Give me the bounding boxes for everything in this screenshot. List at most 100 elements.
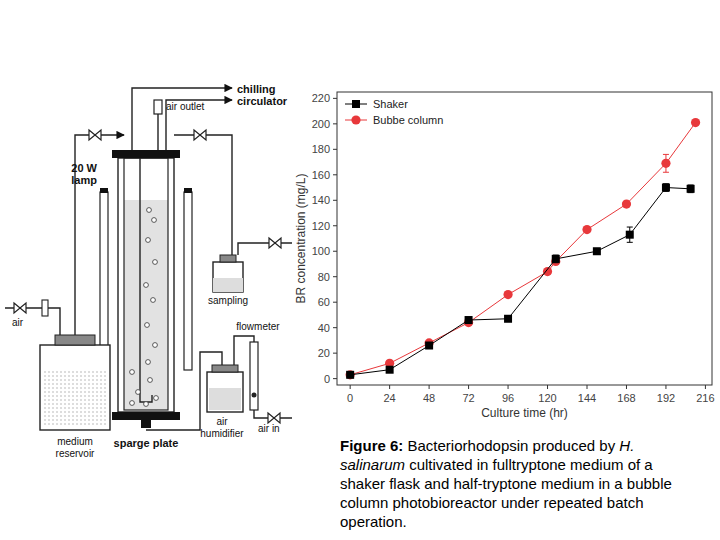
bubble	[148, 378, 153, 383]
error-bar	[627, 227, 633, 242]
column-jacket	[118, 158, 174, 412]
liquid-hatch	[44, 376, 106, 377]
caption-label: Figure 6:	[340, 437, 403, 454]
y-tick-label: 0	[324, 373, 330, 385]
diagram: chillingcirculatorair outlet20 Wlampsamp…	[5, 83, 292, 459]
x-tick-label: 0	[347, 392, 353, 404]
x-tick	[468, 385, 469, 389]
x-tick	[626, 385, 627, 389]
label: lamp	[71, 174, 97, 186]
point	[503, 290, 512, 299]
label: flowmeter	[236, 321, 280, 332]
air-filter	[42, 300, 48, 316]
liquid-hatch	[44, 400, 106, 401]
bubble	[144, 402, 149, 407]
column	[124, 158, 168, 410]
valve	[14, 303, 26, 313]
label: air outlet	[166, 101, 205, 112]
y-tick	[333, 149, 337, 150]
y-axis-title: BR concentration (mg/L)	[294, 173, 308, 303]
sparge-tube	[140, 158, 152, 402]
bubble	[130, 370, 135, 375]
y-tick-label: 220	[312, 92, 330, 104]
y-tick-label: 140	[312, 194, 330, 206]
x-tick	[705, 385, 706, 389]
liquid-hatch	[44, 380, 106, 381]
error-bar	[663, 184, 669, 192]
y-tick	[333, 174, 337, 175]
x-tick-label: 192	[657, 392, 675, 404]
caption-text: Bacteriorhodopsin produced by	[408, 437, 620, 454]
liquid-hatch	[44, 392, 106, 393]
bubble	[146, 360, 151, 365]
bottle-cap	[220, 255, 236, 262]
valve	[268, 413, 280, 423]
point	[691, 118, 700, 127]
valve	[194, 130, 206, 140]
bubble	[146, 238, 151, 243]
y-tick	[333, 251, 337, 252]
y-tick	[333, 353, 337, 354]
point	[425, 342, 433, 350]
y-tick-label: 160	[312, 169, 330, 181]
humidifier-liquid	[209, 388, 241, 410]
y-tick	[333, 327, 337, 328]
label: humidifier	[200, 428, 244, 439]
valve	[89, 130, 101, 140]
label: sparge plate	[114, 437, 179, 449]
plot-frame	[337, 92, 712, 385]
y-tick-label: 100	[312, 245, 330, 257]
point	[661, 159, 670, 168]
x-tick	[665, 385, 666, 389]
point	[662, 184, 670, 192]
lamp-cap	[184, 188, 192, 193]
bubble	[136, 390, 141, 395]
y-tick-label: 180	[312, 143, 330, 155]
bubble	[130, 401, 135, 406]
label: circulator	[237, 95, 288, 107]
error-bar	[688, 185, 694, 193]
point	[346, 370, 355, 379]
sampling-bottle	[213, 262, 243, 292]
flowmeter	[250, 342, 258, 410]
x-tick-label: 24	[384, 392, 396, 404]
humidifier-cap	[212, 365, 238, 372]
liquid	[124, 200, 168, 410]
y-tick	[333, 276, 337, 277]
series-line	[350, 188, 690, 375]
bubble	[144, 283, 149, 288]
y-tick-label: 80	[318, 271, 330, 283]
y-tick	[333, 200, 337, 201]
label: medium	[57, 436, 93, 447]
liquid-hatch	[44, 372, 106, 373]
liquid-hatch	[44, 420, 106, 421]
x-tick	[587, 385, 588, 389]
liquid-hatch	[44, 408, 106, 409]
point	[386, 366, 394, 374]
lamp-cap	[100, 188, 108, 193]
bubble	[145, 323, 150, 328]
series-line	[350, 123, 695, 375]
x-tick-label: 72	[462, 392, 474, 404]
liquid-hatch	[44, 388, 106, 389]
x-tick-label: 144	[578, 392, 596, 404]
legend-label: Bubbe column	[373, 114, 443, 126]
page: chillingcirculatorair outlet20 Wlampsamp…	[0, 0, 720, 540]
liquid-hatch	[44, 404, 106, 405]
x-tick-label: 120	[538, 392, 556, 404]
liquid-hatch	[44, 396, 106, 397]
point	[582, 225, 591, 234]
reservoir-cap	[55, 335, 95, 345]
bubble	[153, 260, 158, 265]
lamp	[184, 192, 192, 370]
y-tick	[333, 302, 337, 303]
point	[504, 315, 512, 323]
point	[346, 371, 354, 379]
air-outlet-filter	[154, 100, 162, 114]
humidifier	[207, 372, 243, 412]
x-tick-label: 48	[423, 392, 435, 404]
data-group	[346, 118, 701, 379]
x-tick	[508, 385, 509, 389]
label: reservoir	[56, 448, 96, 459]
x-tick-label: 168	[617, 392, 635, 404]
